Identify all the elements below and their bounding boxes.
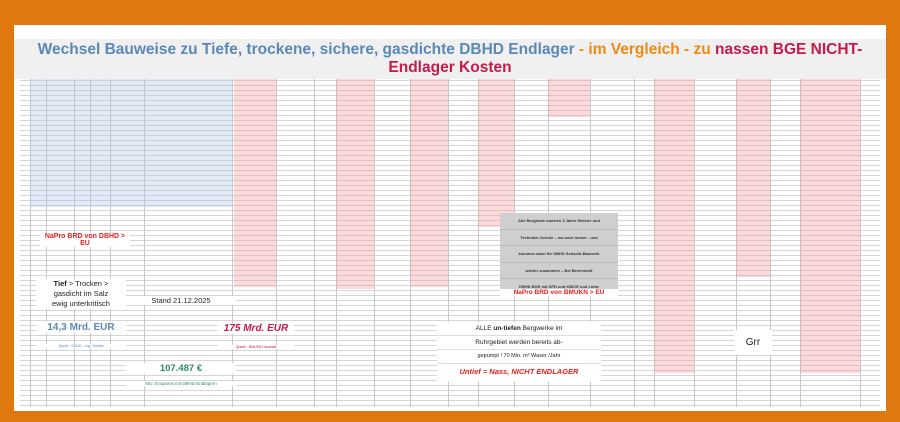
bge-konrad-column xyxy=(234,77,276,287)
bge-column-7 xyxy=(736,77,770,277)
grr-label: Grr xyxy=(734,330,772,355)
ruhr-note: ALLE un-tiefen Bergwerke im Ruhrgebiet w… xyxy=(437,322,601,382)
dbhd-cost: 14,3 Mrd. EUR xyxy=(36,322,126,333)
bge-column-2 xyxy=(336,77,374,289)
miners-note: Alle Bergleute machen 3 Jahre Meister un… xyxy=(500,213,618,296)
bge-column-5 xyxy=(548,77,590,117)
page-title: Wechsel Bauweise zu Tiefe, trockene, sic… xyxy=(14,39,886,79)
tief-trocken-box: Tief > Trocken > gasdicht im Salz ewig u… xyxy=(36,279,126,309)
bge-source: Quelle : BMUKN Haushalt xyxy=(218,345,294,349)
spreadsheet-page: Wechsel Bauweise zu Tiefe, trockene, sic… xyxy=(14,25,886,411)
savings-value: 107.487 € xyxy=(126,363,236,374)
savings-caption: Mio. Erspamis mit DBHD Endlagern xyxy=(126,381,236,386)
bge-column-8 xyxy=(800,77,860,373)
bge-column-6 xyxy=(654,77,694,373)
napro-dbhd-label: NaPro BRD von DBHD > EU xyxy=(40,233,130,247)
napro-bmukn-label: NaPro BRD von BMUKN > EU xyxy=(500,289,618,296)
dbhd-table-area xyxy=(30,77,232,207)
bge-column-3 xyxy=(410,77,448,287)
dbhd-source: Quelle : DBHD – Ing. Goebel xyxy=(36,344,126,348)
stand-date: Stand 21.12.2025 xyxy=(126,296,236,305)
bge-cost: 175 Mrd. EUR xyxy=(218,323,294,334)
bge-column-4 xyxy=(478,77,514,227)
